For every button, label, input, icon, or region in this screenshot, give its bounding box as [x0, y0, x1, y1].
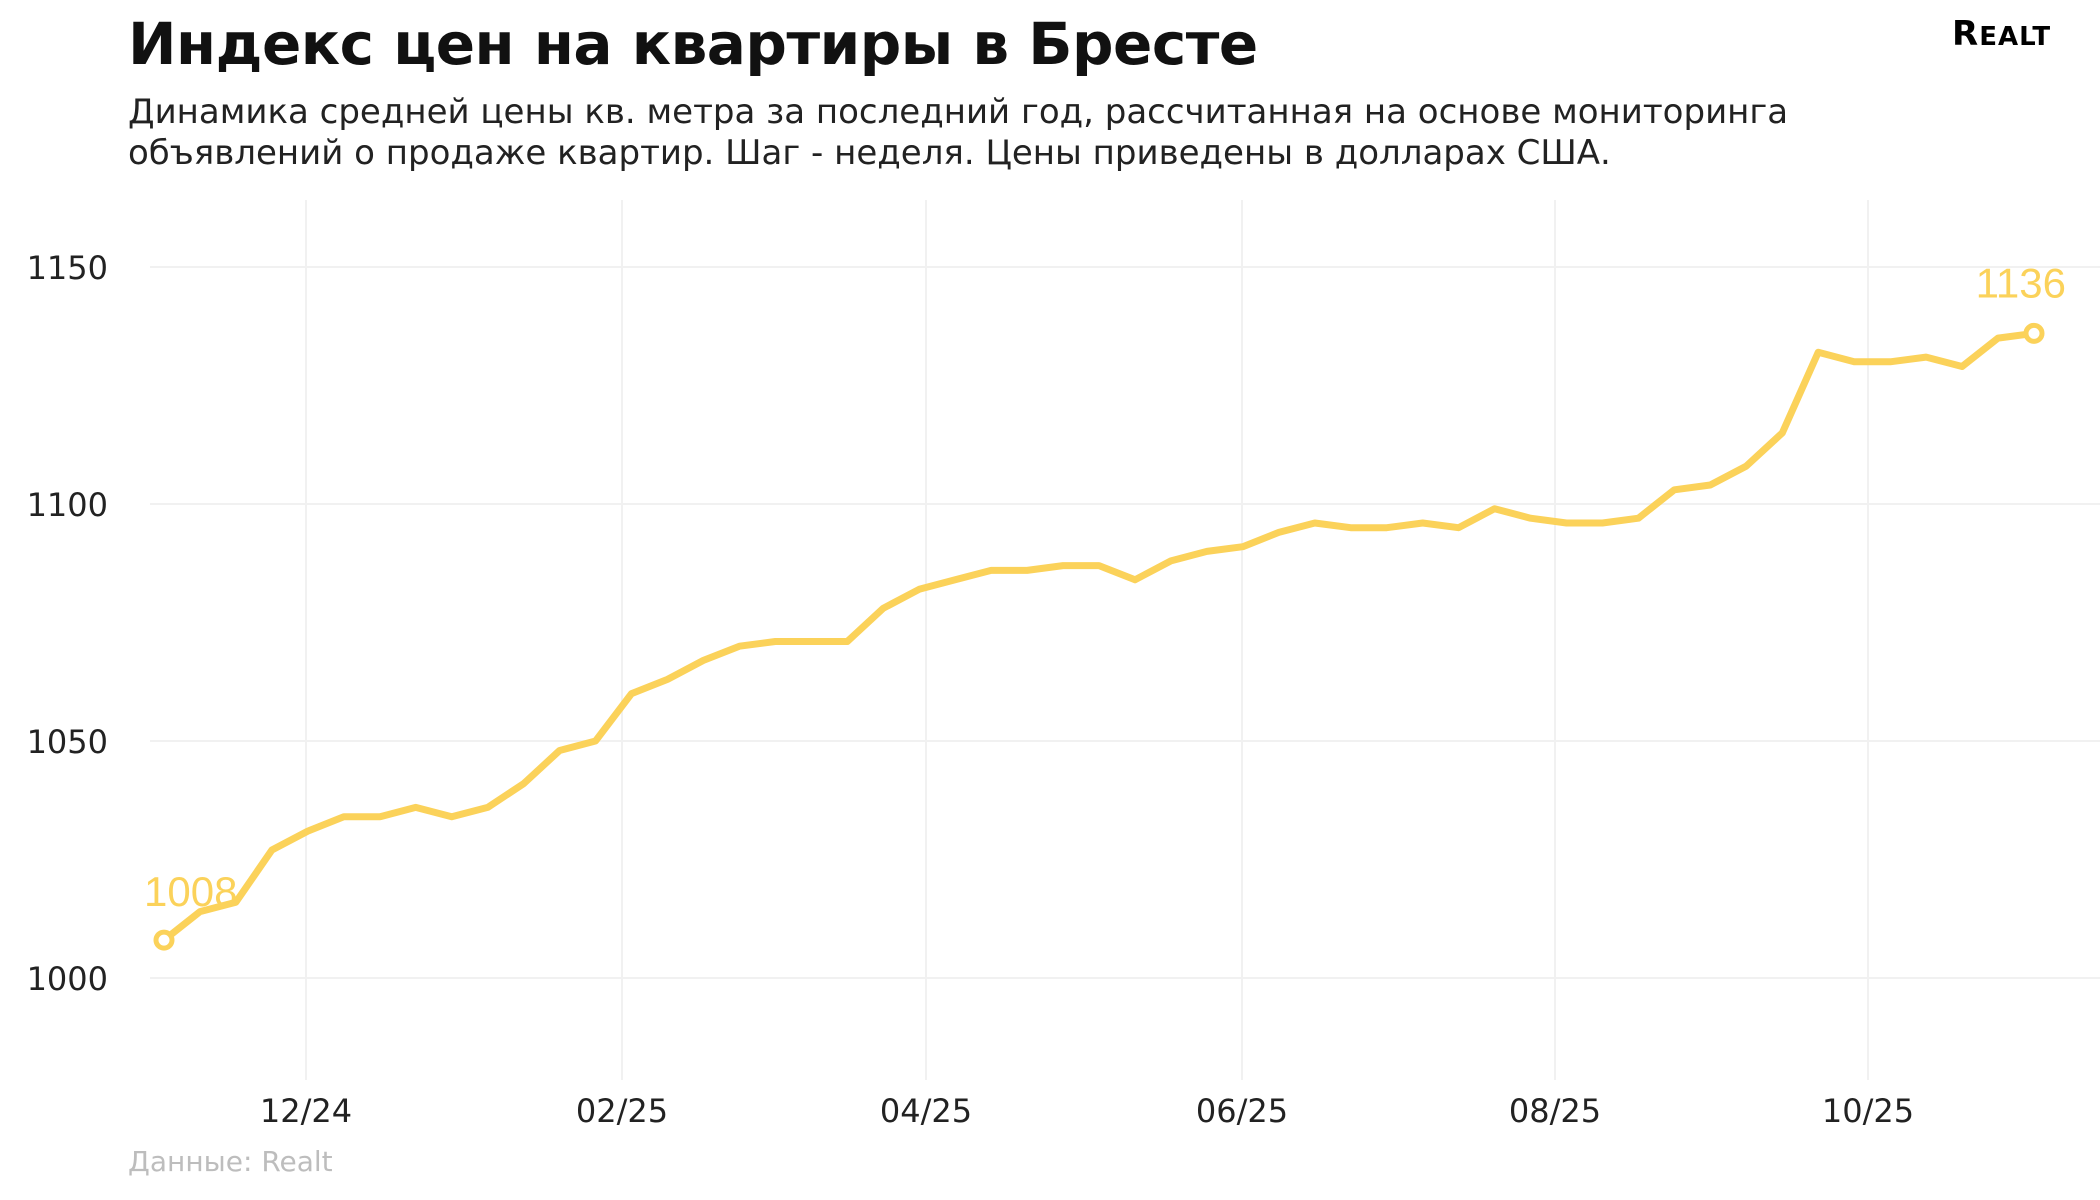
- x-tick-label: 04/25: [880, 1092, 972, 1130]
- start-value-label: 1008: [144, 868, 237, 915]
- x-tick-label: 02/25: [576, 1092, 668, 1130]
- y-axis-ticks: 1000 1050 1100 1150: [27, 249, 108, 998]
- price-series-line: [160, 329, 2038, 944]
- y-tick-label: 1150: [27, 249, 108, 287]
- end-value-label: 1136: [1976, 259, 2066, 306]
- end-point-marker: [2023, 322, 2045, 344]
- page-title: Индекс цен на квартиры в Бресте: [128, 10, 1258, 78]
- y-tick-label: 1000: [27, 960, 108, 998]
- grid-lines: [150, 200, 2100, 1080]
- x-tick-label: 10/25: [1822, 1092, 1914, 1130]
- x-tick-label: 06/25: [1196, 1092, 1288, 1130]
- x-tick-label: 12/24: [260, 1092, 352, 1130]
- start-point-marker: [153, 929, 175, 951]
- data-source: Данные: Realt: [128, 1145, 333, 1178]
- x-axis-ticks: 12/24 02/25 04/25 06/25 08/25 10/25: [260, 1092, 1914, 1130]
- end-annotations: 1008 1136: [144, 259, 2066, 951]
- y-tick-label: 1100: [27, 486, 108, 524]
- y-tick-label: 1050: [27, 723, 108, 761]
- x-tick-label: 08/25: [1509, 1092, 1601, 1130]
- realt-logo: REALT: [1952, 14, 2052, 54]
- chart-subtitle: Динамика средней цены кв. метра за после…: [128, 92, 1789, 173]
